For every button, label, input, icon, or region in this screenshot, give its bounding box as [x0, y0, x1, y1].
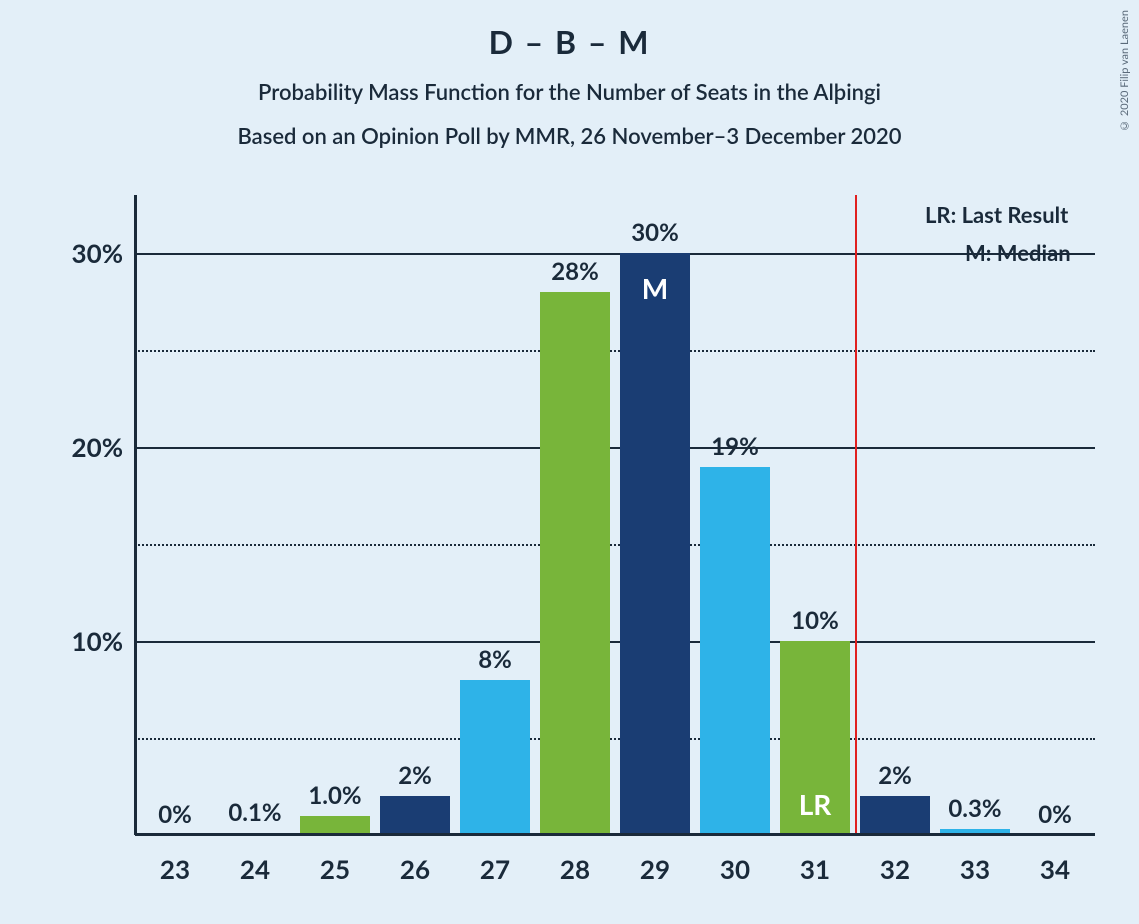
bar: 28%: [540, 292, 610, 835]
bar: 2%: [380, 796, 450, 835]
grid-major: [135, 253, 1095, 255]
x-tick-label: 26: [400, 835, 430, 885]
grid-minor: [135, 350, 1095, 352]
x-tick-label: 29: [640, 835, 670, 885]
y-axis: [134, 195, 137, 835]
bar-value-label: 30%: [631, 218, 679, 253]
bar-value-label: 19%: [711, 432, 759, 467]
bar: 8%: [460, 680, 530, 835]
bar-value-label: 2%: [398, 761, 432, 796]
bar-value-label: 1.0%: [308, 781, 361, 816]
x-tick-label: 27: [480, 835, 510, 885]
y-tick-label: 20%: [72, 431, 135, 463]
bar: 30%M: [620, 253, 690, 835]
grid-minor: [135, 738, 1095, 740]
chart-container: © 2020 Filip van Laenen D – B – M Probab…: [0, 0, 1139, 924]
grid-major: [135, 641, 1095, 643]
x-tick-label: 24: [240, 835, 270, 885]
bar-value-label: 0%: [1038, 800, 1072, 835]
bar: 2%: [860, 796, 930, 835]
x-tick-label: 23: [160, 835, 190, 885]
bar-value-label: 0.3%: [948, 794, 1001, 829]
chart-subtitle-2: Based on an Opinion Poll by MMR, 26 Nove…: [0, 122, 1139, 149]
x-tick-label: 31: [800, 835, 830, 885]
y-tick-label: 30%: [72, 237, 135, 269]
legend-lr: LR: Last Result: [925, 201, 1068, 228]
plot-area: 10%20%30%0%0.1%1.0%2%8%28%30%M19%10%LR2%…: [135, 195, 1095, 835]
lr-vertical-line: [855, 195, 857, 835]
x-tick-label: 34: [1040, 835, 1070, 885]
x-axis: [135, 833, 1095, 836]
x-tick-label: 33: [960, 835, 990, 885]
bar-value-label: 8%: [478, 645, 512, 680]
x-tick-label: 25: [320, 835, 350, 885]
y-tick-label: 10%: [72, 625, 135, 657]
bar: 19%: [700, 467, 770, 835]
grid-minor: [135, 544, 1095, 546]
bar-inner-label: M: [642, 271, 668, 305]
x-tick-label: 32: [880, 835, 910, 885]
chart-subtitle-1: Probability Mass Function for the Number…: [0, 78, 1139, 105]
grid-major: [135, 447, 1095, 449]
bar-value-label: 28%: [551, 257, 599, 292]
x-tick-label: 28: [560, 835, 590, 885]
bar-value-label: 2%: [878, 761, 912, 796]
chart-title: D – B – M: [0, 22, 1139, 61]
bar-value-label: 0.1%: [228, 798, 281, 833]
bar-inner-label: LR: [799, 787, 832, 821]
bar-value-label: 0%: [158, 800, 192, 835]
x-tick-label: 30: [720, 835, 750, 885]
bar: 10%LR: [780, 641, 850, 835]
bar-value-label: 10%: [791, 606, 839, 641]
legend-m: M: Median: [965, 239, 1071, 266]
